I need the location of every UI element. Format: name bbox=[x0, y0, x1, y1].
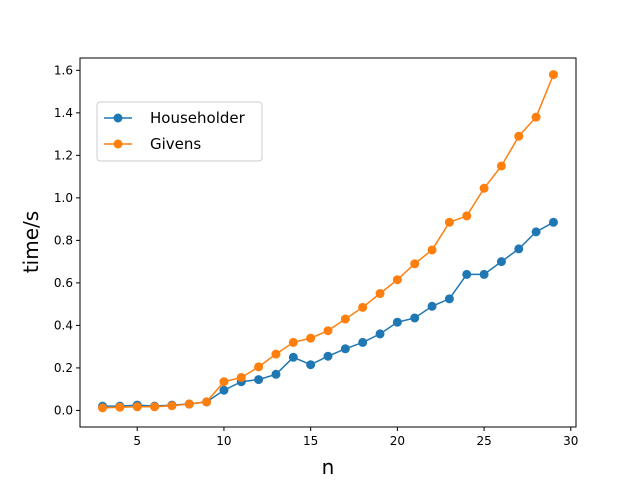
y-tick-label: 0.2 bbox=[54, 361, 73, 375]
legend-marker-householder bbox=[113, 113, 123, 123]
data-point-householder bbox=[479, 269, 489, 279]
data-point-givens bbox=[410, 259, 420, 269]
series-layer bbox=[98, 70, 558, 413]
data-point-givens bbox=[340, 314, 350, 324]
data-point-givens bbox=[427, 245, 437, 255]
data-point-givens bbox=[444, 217, 454, 227]
data-point-householder bbox=[444, 294, 454, 304]
data-point-householder bbox=[306, 360, 316, 370]
data-point-givens bbox=[462, 211, 472, 221]
data-point-householder bbox=[392, 317, 402, 327]
legend-box bbox=[96, 101, 263, 162]
data-point-householder bbox=[462, 269, 472, 279]
x-axis-label: n bbox=[322, 455, 335, 479]
data-point-householder bbox=[288, 352, 298, 362]
data-point-householder bbox=[531, 227, 541, 237]
x-tick-label: 5 bbox=[133, 434, 141, 448]
data-point-givens bbox=[514, 131, 524, 141]
x-tick-label: 15 bbox=[303, 434, 318, 448]
y-tick-label: 0.6 bbox=[54, 276, 73, 290]
data-point-householder bbox=[340, 344, 350, 354]
y-tick-label: 1.6 bbox=[54, 63, 73, 77]
data-point-givens bbox=[531, 112, 541, 122]
data-point-givens bbox=[167, 401, 177, 411]
data-point-givens bbox=[288, 337, 298, 347]
data-point-givens bbox=[392, 275, 402, 285]
data-point-givens bbox=[254, 362, 264, 372]
data-point-givens bbox=[202, 397, 212, 407]
data-point-givens bbox=[132, 402, 142, 412]
data-point-householder bbox=[271, 369, 281, 379]
data-point-householder bbox=[323, 351, 333, 361]
y-tick-label: 0.8 bbox=[54, 233, 73, 247]
data-point-householder bbox=[358, 337, 368, 347]
data-point-givens bbox=[184, 399, 194, 409]
y-axis: 0.0 0.2 0.4 0.6 0.8 1.0 1.2 1.4 1.6 bbox=[54, 63, 80, 417]
y-axis-label: time/s bbox=[19, 211, 43, 273]
legend: Householder Givens bbox=[96, 101, 263, 162]
data-point-householder bbox=[219, 385, 229, 395]
data-point-givens bbox=[236, 372, 246, 382]
data-point-householder bbox=[375, 329, 385, 339]
data-point-householder bbox=[427, 301, 437, 311]
data-point-householder bbox=[548, 217, 558, 227]
data-point-householder bbox=[254, 375, 264, 385]
data-point-givens bbox=[115, 402, 125, 412]
y-tick-label: 1.0 bbox=[54, 191, 73, 205]
data-point-givens bbox=[306, 333, 316, 343]
y-tick-label: 1.2 bbox=[54, 148, 73, 162]
data-point-givens bbox=[271, 349, 281, 359]
data-point-givens bbox=[496, 161, 506, 171]
data-point-givens bbox=[479, 183, 489, 193]
y-tick-label: 0.4 bbox=[54, 318, 73, 332]
x-axis: 5 10 15 20 25 30 bbox=[133, 427, 578, 448]
y-tick-label: 0.0 bbox=[54, 403, 73, 417]
x-tick-label: 10 bbox=[216, 434, 231, 448]
data-point-givens bbox=[358, 302, 368, 312]
data-point-householder bbox=[514, 244, 524, 254]
y-tick-label: 1.4 bbox=[54, 106, 73, 120]
legend-marker-givens bbox=[113, 139, 123, 149]
legend-label-householder: Householder bbox=[150, 109, 246, 127]
data-point-householder bbox=[410, 313, 420, 323]
legend-label-givens: Givens bbox=[150, 135, 201, 153]
x-tick-label: 30 bbox=[563, 434, 578, 448]
data-point-householder bbox=[496, 257, 506, 267]
data-point-givens bbox=[150, 402, 160, 412]
x-tick-label: 25 bbox=[476, 434, 491, 448]
data-point-givens bbox=[323, 326, 333, 336]
data-point-givens bbox=[98, 403, 108, 413]
x-tick-label: 20 bbox=[390, 434, 405, 448]
data-point-givens bbox=[375, 289, 385, 299]
data-point-givens bbox=[219, 377, 229, 387]
data-point-givens bbox=[548, 70, 558, 80]
